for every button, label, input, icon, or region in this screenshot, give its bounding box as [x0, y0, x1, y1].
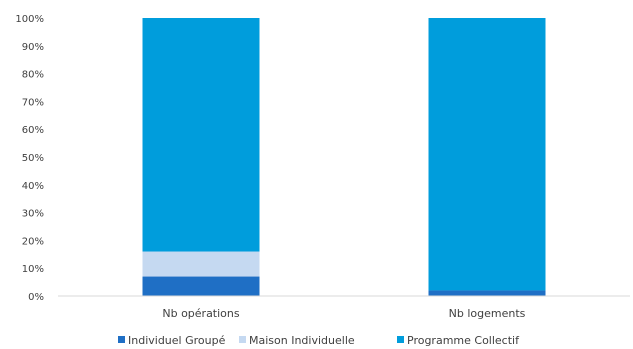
legend-swatch	[118, 336, 125, 343]
x-category-label: Nb opérations	[162, 307, 240, 320]
y-tick-label: 50%	[22, 153, 44, 164]
y-tick-label: 40%	[22, 181, 44, 192]
y-tick-label: 60%	[22, 125, 44, 136]
legend-label: Individuel Groupé	[128, 334, 226, 347]
legend: Individuel Groupé Maison Individuelle Prog…	[118, 334, 520, 347]
bar-segment-1-2	[428, 290, 546, 296]
legend-swatch	[397, 336, 404, 343]
y-tick-label: 80%	[22, 70, 44, 81]
legend-label: Maison Individuelle	[249, 334, 355, 347]
legend-swatch	[239, 336, 246, 343]
y-tick-label: 20%	[22, 236, 44, 247]
y-tick-label: 30%	[22, 209, 44, 220]
x-axis: Nb opérations Nb logements	[162, 307, 525, 320]
bar-segment-2-1	[142, 251, 260, 277]
y-tick-label: 0%	[28, 292, 44, 303]
y-tick-label: 90%	[22, 42, 44, 53]
legend-label: Programme Collectif	[407, 334, 520, 347]
y-axis: 0% 10% 20% 30% 40% 50% 60% 70% 80% 90% 100%	[15, 14, 44, 303]
y-tick-label: 70%	[22, 97, 44, 108]
bars	[142, 18, 546, 296]
bar-segment-3-2	[428, 18, 546, 291]
bar-segment-3-1	[142, 18, 260, 252]
y-tick-label: 100%	[15, 14, 44, 25]
bar-segment-1-1	[142, 276, 260, 296]
y-tick-label: 10%	[22, 264, 44, 275]
x-category-label: Nb logements	[449, 307, 526, 320]
